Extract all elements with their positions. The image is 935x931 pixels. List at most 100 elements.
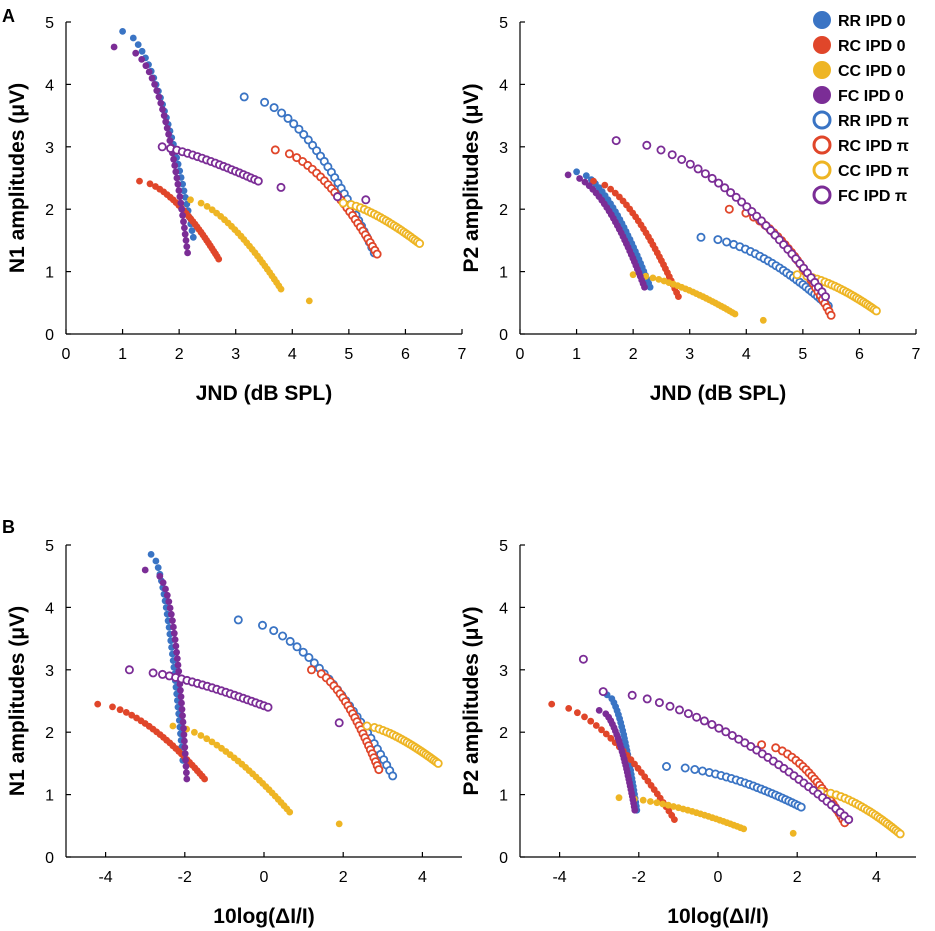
data-point (642, 694, 652, 704)
data-point (156, 572, 164, 580)
data-point (284, 149, 294, 159)
data-point (181, 737, 188, 745)
data-point (176, 193, 184, 201)
data-point (895, 829, 905, 839)
data-point (292, 642, 302, 652)
y-axis-title: P2 amplitudes (μV) (460, 606, 483, 795)
data-point (757, 740, 767, 750)
data-point (292, 153, 302, 163)
data-point (182, 194, 189, 201)
data-point (165, 598, 173, 605)
data-point (578, 654, 588, 664)
data-point (187, 196, 194, 204)
data-point (299, 129, 309, 139)
data-point (659, 800, 667, 808)
x-tick-label: 7 (458, 346, 467, 363)
data-point (173, 648, 181, 656)
data-point (173, 655, 181, 662)
y-tick-label: 4 (45, 77, 54, 94)
data-point (759, 316, 767, 324)
x-tick-label: 5 (798, 346, 807, 363)
y-tick-label: 0 (499, 850, 508, 867)
data-point (154, 564, 162, 571)
data-point (151, 81, 159, 88)
legend-label: FC IPD 0 (838, 88, 904, 105)
series-rr-ipd-π (696, 232, 833, 311)
data-point (163, 124, 171, 132)
data-point (170, 629, 178, 637)
data-point (724, 204, 734, 214)
series-rc-ipd-0 (590, 177, 682, 300)
data-point (181, 743, 189, 751)
data-point (165, 130, 173, 138)
data-point (675, 705, 685, 715)
legend-marker (812, 185, 832, 205)
series-fc-ipd-0 (110, 43, 192, 257)
data-point (233, 615, 243, 625)
data-point (285, 636, 295, 646)
data-point (740, 825, 748, 833)
data-point (598, 687, 608, 697)
x-tick-label: 3 (685, 346, 694, 363)
x-tick-label: 2 (339, 869, 348, 886)
data-point (174, 661, 182, 669)
legend-marker (812, 135, 832, 155)
data-point (253, 176, 263, 186)
data-point (178, 699, 185, 707)
series-cc-ipd-π (338, 198, 425, 248)
series-cc-ipd-0 (615, 794, 797, 837)
data-point (263, 702, 273, 712)
data-point (124, 665, 134, 675)
x-tick-label: 0 (62, 346, 71, 363)
data-point (119, 28, 126, 35)
y-tick-label: 0 (499, 327, 508, 344)
data-point (692, 712, 702, 722)
data-point (576, 175, 583, 182)
series-cc-ipd-π (362, 721, 443, 768)
data-point (338, 198, 348, 208)
data-point (163, 591, 171, 599)
y-tick-label: 5 (45, 538, 54, 555)
series-fc-ipd-0 (595, 707, 639, 814)
data-point (286, 808, 294, 816)
legend-marker (812, 160, 832, 180)
data-point (607, 734, 615, 742)
data-point (116, 706, 124, 714)
data-point (148, 668, 158, 678)
data-point (177, 693, 185, 701)
data-point (159, 106, 166, 113)
data-point (177, 199, 185, 207)
chart-A-right: 0 1 2 3 4 5 0 1 2 3 4 5 6 7 JND (dB SPL) P2 amplitudes … (460, 15, 921, 405)
data-point (335, 820, 343, 828)
data-point (146, 180, 154, 188)
x-tick-label: 1 (572, 346, 581, 363)
x-tick-label: 5 (344, 346, 353, 363)
legend-marker (813, 86, 831, 104)
x-tick-label: 7 (912, 346, 921, 363)
legend-marker (813, 61, 831, 79)
x-tick-label: 4 (872, 869, 881, 886)
legend-label: RR IPD π (838, 113, 909, 130)
data-point (587, 717, 595, 725)
series-cc-ipd-π (816, 787, 905, 839)
data-point (260, 97, 270, 107)
data-point (690, 765, 700, 775)
data-point (693, 164, 703, 174)
y-tick-label: 1 (45, 788, 54, 805)
data-point (696, 232, 706, 242)
data-point (796, 802, 806, 812)
legend-label: RR IPD 0 (838, 13, 906, 30)
x-tick-label: 2 (175, 346, 184, 363)
data-point (294, 124, 304, 134)
data-point (305, 297, 313, 305)
data-point (627, 690, 637, 700)
data-point (646, 283, 654, 291)
data-point (671, 816, 678, 823)
data-point (655, 276, 663, 283)
data-point (654, 698, 664, 708)
panel-label-a: A (2, 6, 15, 26)
x-tick-label: 6 (401, 346, 410, 363)
data-point (208, 738, 216, 746)
y-axis-title: N1 amplitudes (μV) (6, 606, 29, 796)
data-point (611, 136, 621, 146)
